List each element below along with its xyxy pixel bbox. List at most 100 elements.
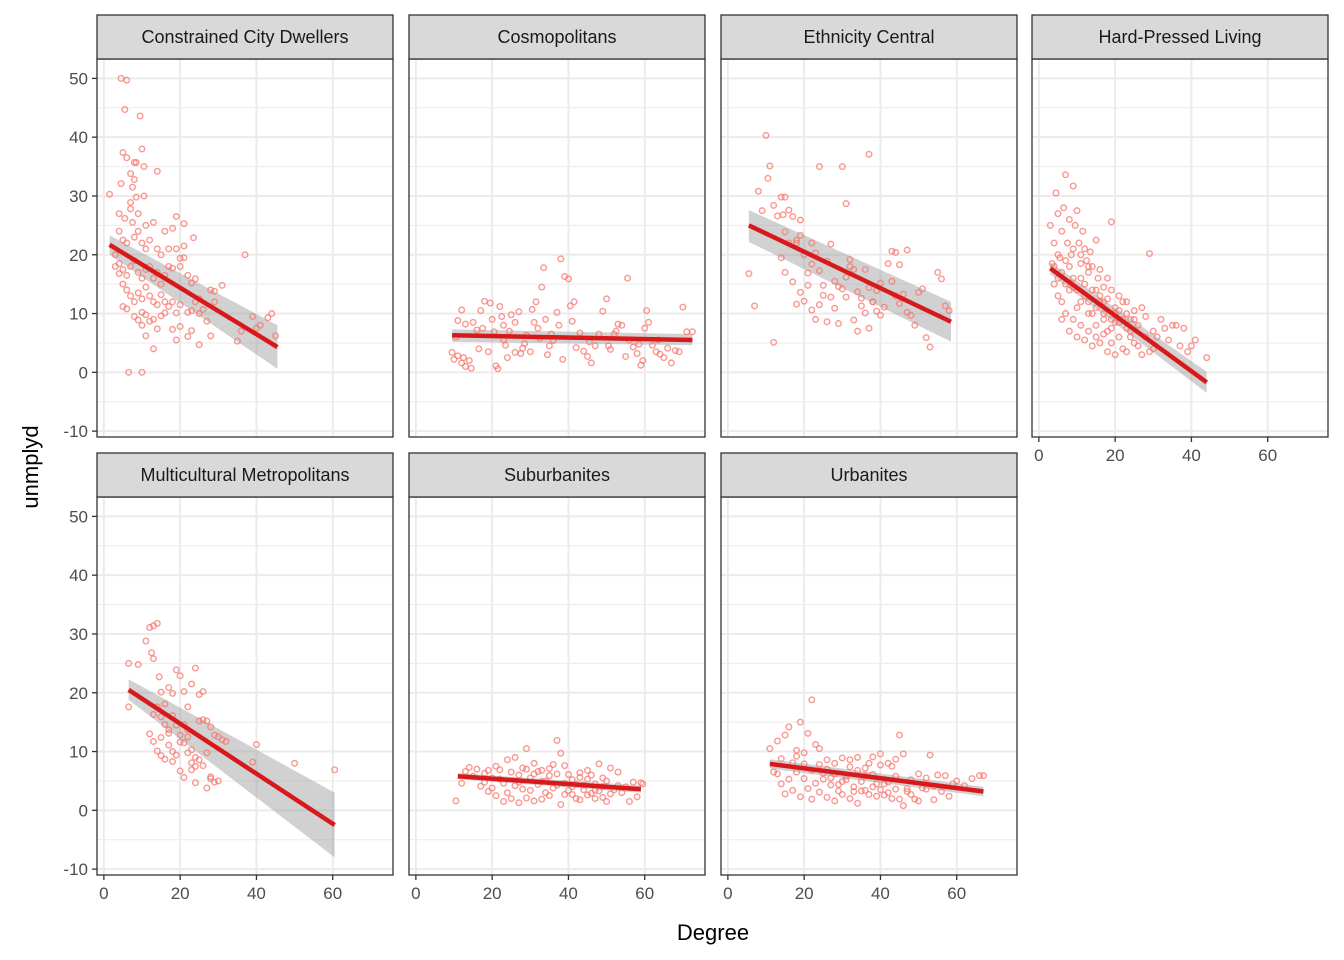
data-point [896, 731, 904, 739]
data-point [1081, 245, 1089, 253]
data-point [503, 354, 511, 362]
data-point [945, 792, 953, 800]
data-point [458, 779, 466, 787]
data-point [161, 227, 169, 235]
data-point [941, 772, 949, 780]
data-point [222, 738, 230, 746]
data-point [785, 775, 793, 783]
data-point [176, 301, 184, 309]
data-point [195, 756, 203, 764]
data-point [842, 293, 850, 301]
data-point [1086, 248, 1094, 256]
data-point [115, 227, 123, 235]
data-point [911, 795, 919, 803]
data-point [153, 167, 161, 175]
data-point [532, 298, 540, 306]
data-point [169, 689, 177, 697]
facet-strip-label: Suburbanites [504, 465, 610, 485]
data-point [865, 324, 873, 332]
data-point [570, 298, 578, 306]
data-point [146, 730, 154, 738]
data-point [564, 275, 572, 283]
data-point [808, 306, 816, 314]
data-point [528, 305, 536, 313]
data-point [876, 311, 884, 319]
data-point [557, 255, 565, 263]
data-point [1069, 274, 1077, 282]
data-point [1165, 336, 1173, 344]
data-point [1100, 330, 1108, 338]
data-point [823, 756, 831, 764]
x-tick-label: 0 [411, 884, 420, 903]
data-point [754, 187, 762, 195]
facet-panel: Urbanites 0 20 40 60 [720, 452, 1018, 903]
data-point [1046, 221, 1054, 229]
y-tick-label: 40 [69, 128, 88, 147]
data-point [838, 790, 846, 798]
data-point [218, 736, 226, 744]
data-point [812, 740, 820, 748]
data-point [515, 308, 523, 316]
data-point [1079, 227, 1087, 235]
data-point [507, 311, 515, 319]
data-point [176, 738, 184, 746]
data-point [1077, 321, 1085, 329]
data-point [764, 174, 772, 182]
data-point [484, 766, 492, 774]
data-point [522, 794, 530, 802]
data-point [522, 765, 530, 773]
data-point [880, 780, 888, 788]
data-point [1077, 274, 1085, 282]
data-point [448, 348, 456, 356]
data-point [762, 131, 770, 139]
data-point [545, 342, 553, 350]
y-tick-label: 0 [79, 363, 88, 382]
data-point [838, 778, 846, 786]
data-point [770, 201, 778, 209]
data-point [165, 263, 173, 271]
data-point [128, 183, 136, 191]
data-point [134, 661, 142, 669]
data-point [172, 666, 180, 674]
data-point [1058, 227, 1066, 235]
data-point [1130, 307, 1138, 315]
data-point [165, 302, 173, 310]
regression-line [747, 223, 952, 324]
data-point [507, 795, 515, 803]
x-tick-label: 20 [171, 884, 190, 903]
data-point [625, 798, 633, 806]
data-point [614, 320, 622, 328]
data-point [1050, 239, 1058, 247]
data-point [191, 664, 199, 672]
data-point [557, 749, 565, 757]
data-point [264, 314, 272, 322]
x-tick-label: 60 [635, 884, 654, 903]
data-point [1161, 324, 1169, 332]
data-point [172, 751, 180, 759]
data-point [1058, 315, 1066, 323]
data-point [157, 688, 165, 696]
data-point [195, 310, 203, 318]
data-point [884, 260, 892, 268]
data-point [1104, 274, 1112, 282]
data-point [785, 206, 793, 214]
data-point [530, 318, 538, 326]
y-tick-label: 0 [79, 801, 88, 820]
data-point [488, 315, 496, 323]
data-point [161, 309, 169, 317]
data-point [553, 770, 561, 778]
data-point [781, 193, 789, 201]
data-point [1115, 333, 1123, 341]
data-point [1084, 310, 1092, 318]
data-point [123, 271, 131, 279]
data-point [203, 749, 211, 757]
data-point [127, 205, 135, 213]
data-point [161, 700, 169, 708]
data-point [188, 327, 196, 335]
data-point [968, 775, 976, 783]
data-point [815, 745, 823, 753]
data-point [127, 198, 135, 206]
data-point [121, 214, 129, 222]
data-point [132, 158, 140, 166]
